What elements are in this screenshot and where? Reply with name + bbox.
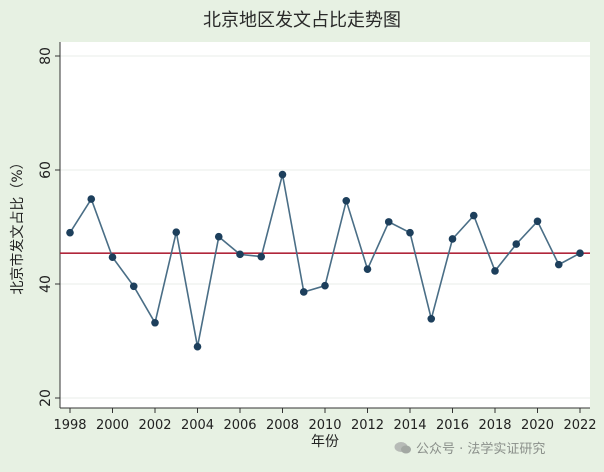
- data-point: [363, 265, 372, 273]
- data-point: [66, 228, 74, 237]
- x-tick-label: 2018: [478, 418, 511, 433]
- x-tick-label: 1998: [53, 418, 86, 433]
- data-point: [342, 196, 351, 205]
- x-tick-label: 2010: [308, 418, 341, 433]
- data-point: [576, 249, 584, 258]
- x-tick-label: 2016: [436, 418, 469, 433]
- data-point: [172, 228, 181, 236]
- data-point: [278, 170, 287, 179]
- chart-title: 北京地区发文占比走势图: [203, 10, 401, 31]
- x-axis-label: 年份: [311, 434, 339, 450]
- data-point: [448, 235, 457, 243]
- wechat-icon: [394, 441, 412, 455]
- data-point: [151, 318, 159, 327]
- data-point: [236, 250, 244, 259]
- watermark-text: 公众号 · 法学实证研究: [416, 442, 546, 457]
- data-point: [87, 195, 96, 203]
- data-point: [427, 314, 436, 323]
- data-point: [533, 217, 542, 226]
- x-tick-label: 2022: [563, 418, 596, 433]
- x-tick-label: 2014: [393, 418, 426, 433]
- y-tick-label: 60: [38, 161, 54, 179]
- plot-area: [60, 42, 590, 408]
- data-point: [384, 218, 393, 226]
- x-tick-label: 2002: [138, 418, 171, 433]
- x-tick-label: 2004: [181, 418, 214, 433]
- data-point: [299, 288, 308, 296]
- data-point: [193, 342, 202, 351]
- x-tick-label: 2008: [266, 418, 299, 433]
- x-tick-label: 2020: [521, 418, 554, 433]
- data-point: [554, 260, 563, 269]
- data-point: [214, 232, 223, 241]
- data-point: [257, 252, 266, 261]
- data-point: [108, 253, 117, 262]
- data-point: [129, 282, 138, 291]
- watermark: 公众号 · 法学实证研究: [394, 438, 545, 457]
- x-tick-label: 2006: [223, 418, 256, 433]
- data-point: [512, 240, 521, 248]
- y-tick-label: 40: [38, 275, 54, 293]
- x-tick-label: 2000: [96, 418, 129, 433]
- data-point: [406, 228, 414, 237]
- data-point: [321, 281, 329, 290]
- y-axis-label: 北京市发文占比（%）: [9, 155, 26, 294]
- y-tick-label: 80: [38, 47, 54, 65]
- data-point: [491, 267, 499, 275]
- y-tick-label: 20: [38, 389, 54, 407]
- x-tick-label: 2012: [351, 418, 384, 433]
- data-point: [469, 211, 478, 220]
